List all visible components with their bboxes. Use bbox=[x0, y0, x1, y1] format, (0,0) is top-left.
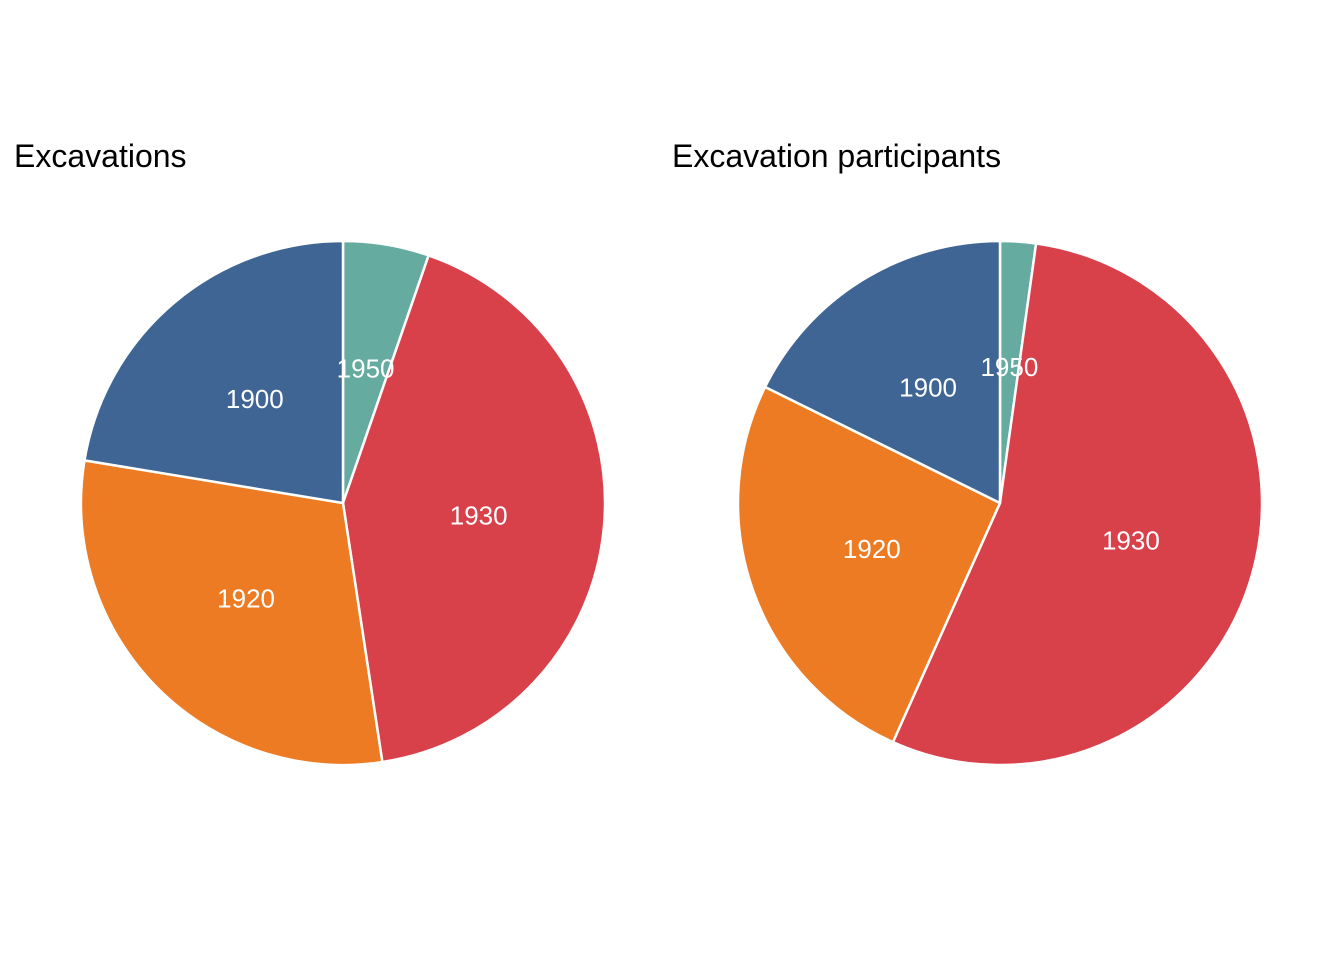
pie-slice-label-1920: 1920 bbox=[217, 584, 275, 614]
pie-panel-excavation-participants: Excavation participants 1950 1930 1920 1900 bbox=[672, 138, 1264, 767]
pie-slices bbox=[736, 239, 1264, 767]
pie-slice-label-1930: 1930 bbox=[1102, 526, 1160, 556]
pie-slice-labels: 1950 1930 1920 1900 bbox=[843, 352, 1160, 564]
pie-slice-1900 bbox=[763, 239, 1002, 505]
pie-slice-1920 bbox=[79, 459, 384, 767]
pie-slice-label-1900: 1900 bbox=[899, 372, 957, 402]
chart-title-excavations: Excavations bbox=[14, 138, 187, 174]
pie-slice-1930 bbox=[341, 254, 607, 764]
chart-title-excavation-participants: Excavation participants bbox=[672, 138, 1001, 174]
pie-slices bbox=[79, 239, 607, 767]
pie-slice-label-1950: 1950 bbox=[980, 352, 1038, 382]
pie-slice-1920 bbox=[736, 385, 1002, 744]
pie-slice-1900 bbox=[83, 239, 345, 505]
pie-panel-excavations: Excavations 1950 1930 1920 1900 bbox=[14, 138, 607, 767]
pie-slice-labels: 1950 1930 1920 1900 bbox=[217, 354, 507, 614]
pie-slice-label-1930: 1930 bbox=[450, 500, 508, 530]
pie-slice-label-1920: 1920 bbox=[843, 534, 901, 564]
pie-slice-1930 bbox=[891, 242, 1264, 767]
pie-slice-label-1950: 1950 bbox=[337, 354, 395, 384]
pie-slice-label-1900: 1900 bbox=[226, 384, 284, 414]
